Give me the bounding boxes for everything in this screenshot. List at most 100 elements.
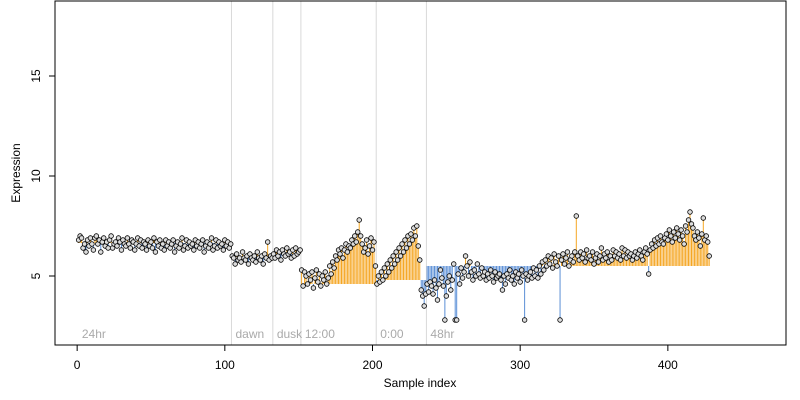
data-point bbox=[368, 235, 374, 241]
data-point bbox=[363, 237, 370, 243]
data-point bbox=[127, 245, 134, 251]
data-point bbox=[555, 253, 562, 259]
data-point bbox=[239, 249, 246, 255]
data-point bbox=[456, 281, 463, 287]
data-point bbox=[676, 237, 683, 243]
data-point bbox=[437, 267, 444, 273]
data-point bbox=[697, 243, 704, 249]
data-point bbox=[402, 237, 408, 243]
data-point bbox=[394, 257, 401, 263]
data-point bbox=[572, 249, 578, 255]
data-point bbox=[445, 279, 451, 285]
group-label: 24hr bbox=[82, 327, 106, 341]
data-point bbox=[114, 243, 120, 249]
data-point bbox=[541, 267, 547, 273]
data-point bbox=[443, 293, 450, 299]
data-point bbox=[160, 241, 166, 247]
data-point bbox=[199, 237, 206, 243]
data-point bbox=[551, 251, 557, 257]
data-point bbox=[566, 263, 572, 269]
x-axis-label: Sample index bbox=[384, 376, 457, 390]
data-point bbox=[706, 253, 712, 259]
data-point bbox=[300, 283, 306, 289]
data-point bbox=[696, 235, 702, 241]
data-point bbox=[675, 231, 681, 237]
x-tick-label: 100 bbox=[215, 358, 235, 372]
data-point bbox=[359, 241, 365, 247]
data-point bbox=[87, 235, 94, 241]
data-point bbox=[312, 275, 318, 281]
data-point bbox=[510, 273, 516, 279]
data-point bbox=[321, 277, 327, 283]
data-point bbox=[362, 245, 368, 251]
data-point bbox=[384, 261, 390, 267]
data-point bbox=[536, 263, 543, 269]
data-point bbox=[442, 317, 448, 323]
data-point bbox=[397, 253, 404, 259]
data-point bbox=[597, 253, 603, 259]
data-point bbox=[310, 285, 317, 291]
group-label: 48hr bbox=[430, 327, 454, 341]
data-point bbox=[355, 229, 361, 235]
data-point bbox=[326, 263, 333, 269]
data-point bbox=[171, 249, 178, 255]
data-point bbox=[337, 251, 343, 257]
data-point bbox=[436, 281, 442, 287]
data-point bbox=[588, 257, 594, 263]
data-point bbox=[453, 317, 460, 323]
data-point bbox=[467, 259, 473, 265]
data-point bbox=[383, 273, 389, 279]
data-point bbox=[347, 245, 354, 251]
data-point bbox=[498, 277, 504, 283]
data-point bbox=[304, 281, 311, 287]
data-point bbox=[570, 259, 577, 265]
data-point bbox=[684, 229, 690, 235]
data-point bbox=[78, 235, 85, 241]
data-point bbox=[433, 285, 439, 291]
data-point bbox=[499, 287, 506, 293]
plot-frame bbox=[54, 0, 787, 346]
data-point bbox=[149, 245, 156, 251]
data-point bbox=[657, 233, 664, 239]
group-separators bbox=[230, 1, 427, 345]
data-point bbox=[381, 265, 388, 271]
x-tick-label: 400 bbox=[658, 358, 678, 372]
data-point bbox=[547, 261, 553, 267]
data-point bbox=[325, 275, 331, 281]
data-point bbox=[672, 235, 678, 241]
data-point bbox=[589, 249, 596, 255]
data-point bbox=[663, 231, 670, 237]
data-point bbox=[366, 243, 373, 249]
data-point bbox=[573, 213, 579, 219]
data-point bbox=[400, 249, 407, 255]
data-points bbox=[75, 209, 712, 323]
data-point bbox=[318, 283, 324, 289]
data-point bbox=[440, 283, 447, 289]
data-point bbox=[152, 249, 159, 255]
data-point bbox=[700, 215, 707, 221]
data-point bbox=[365, 251, 371, 257]
data-point bbox=[418, 287, 424, 293]
data-point bbox=[609, 257, 615, 263]
data-point bbox=[449, 277, 455, 283]
data-point bbox=[603, 255, 609, 261]
data-point bbox=[430, 291, 436, 297]
data-point bbox=[191, 247, 197, 253]
data-point bbox=[434, 297, 441, 303]
data-point bbox=[201, 249, 207, 255]
data-point bbox=[230, 255, 237, 261]
y-tick-label: 5 bbox=[29, 272, 43, 279]
data-point bbox=[387, 257, 393, 263]
data-point bbox=[542, 257, 548, 263]
data-point bbox=[465, 273, 472, 279]
data-point bbox=[238, 259, 244, 265]
data-point bbox=[703, 233, 709, 239]
data-point bbox=[352, 233, 358, 239]
data-point bbox=[93, 233, 100, 239]
data-point bbox=[645, 271, 652, 277]
data-point bbox=[278, 257, 284, 263]
group-label: 0:00 bbox=[380, 327, 404, 341]
data-point bbox=[681, 241, 687, 247]
data-point bbox=[322, 269, 328, 275]
